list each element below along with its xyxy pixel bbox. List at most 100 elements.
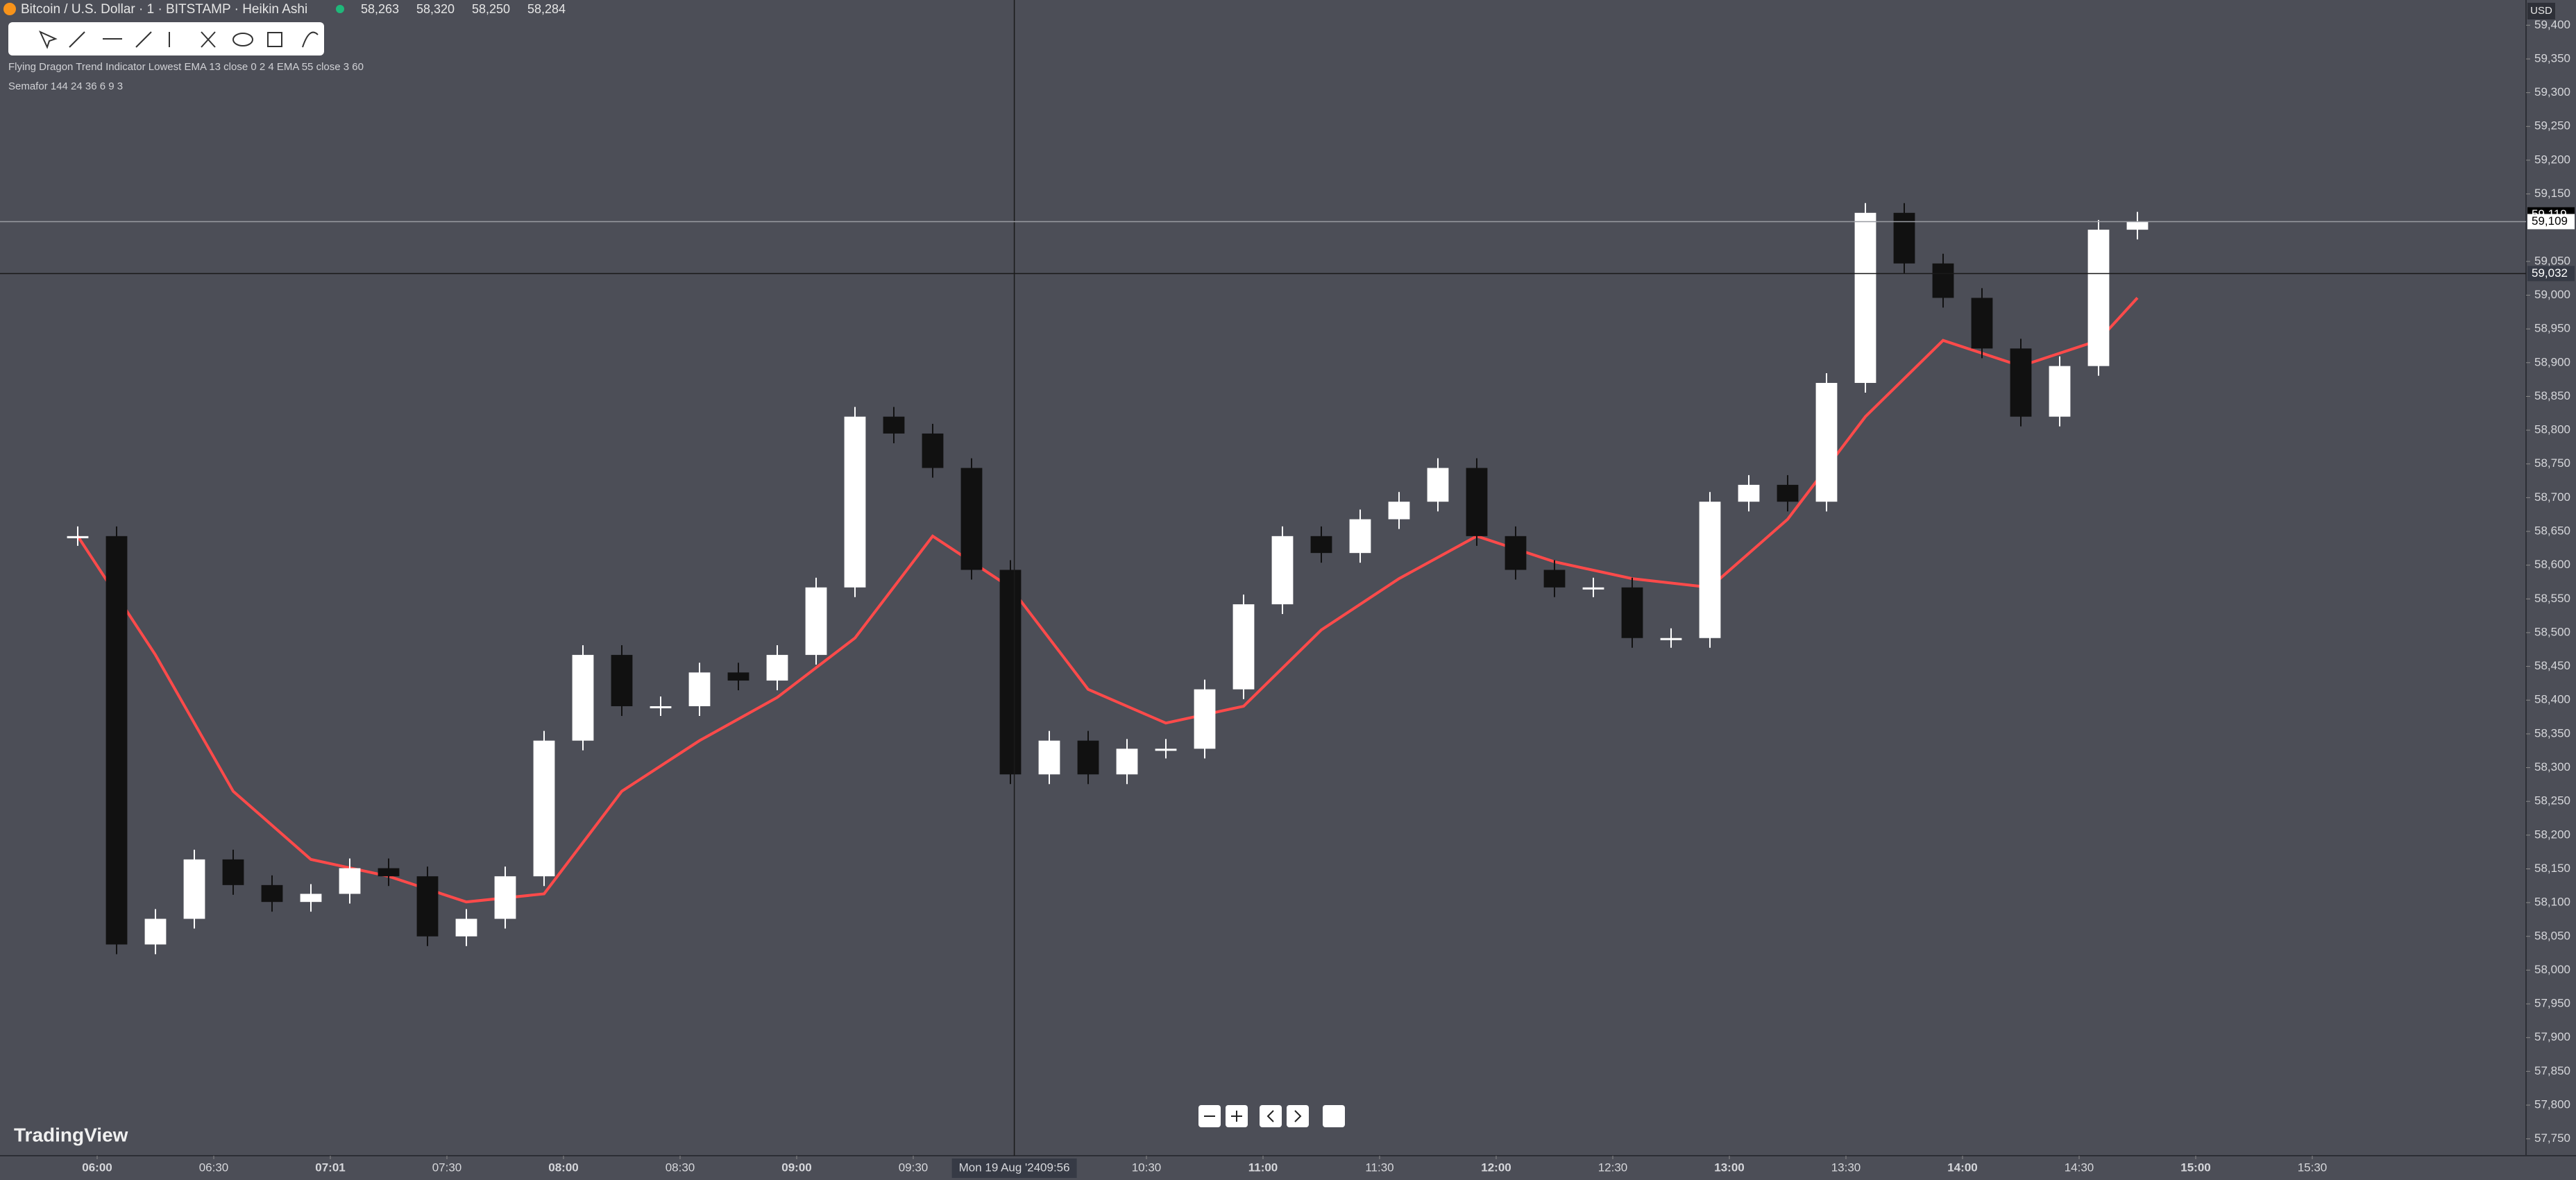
x-tick-label: 07:01 (315, 1161, 345, 1174)
candle (222, 859, 244, 885)
crosshair-time-box (951, 1158, 1077, 1178)
zoom-controls (1198, 1105, 1345, 1127)
x-tick-label: 08:00 (548, 1161, 578, 1174)
indicator-legend[interactable]: Flying Dragon Trend Indicator Lowest EMA… (8, 61, 364, 73)
candle (1077, 740, 1099, 775)
candle (1893, 212, 1915, 264)
candle (1232, 604, 1255, 690)
y-tick-label: 58,050 (2534, 929, 2570, 942)
candle (1621, 587, 1643, 638)
y-tick-label: 58,550 (2534, 592, 2570, 605)
x-tick-label: 09:30 (899, 1161, 929, 1174)
y-tick-label: 59,250 (2534, 119, 2570, 132)
candle (1349, 519, 1371, 554)
x-tick-label: 14:30 (2065, 1161, 2094, 1174)
y-tick-label: 59,000 (2534, 288, 2570, 301)
y-tick-label: 58,700 (2534, 490, 2570, 504)
y-tick-label: 58,200 (2534, 828, 2570, 841)
candle (1815, 382, 1838, 502)
candle (1466, 468, 1488, 536)
y-tick-label: 59,200 (2534, 153, 2570, 166)
candle (455, 918, 477, 937)
y-tick-label: 58,900 (2534, 355, 2570, 368)
candle (1971, 298, 1993, 349)
candle (1271, 536, 1294, 605)
candle (416, 876, 439, 937)
price-label: 59,032 (2532, 266, 2568, 280)
symbol-icon (3, 3, 16, 15)
x-tick-label: 08:30 (666, 1161, 695, 1174)
candle (999, 570, 1022, 775)
price-label-box (2527, 266, 2575, 282)
y-tick-label: 58,500 (2534, 625, 2570, 638)
candle (2049, 366, 2071, 417)
candle (1155, 749, 1177, 751)
price-label: 59,109 (2532, 214, 2568, 228)
candle (1038, 740, 1060, 775)
x-tick-label: 07:30 (432, 1161, 462, 1174)
reset[interactable] (1323, 1105, 1345, 1127)
market-status (336, 5, 344, 13)
candle (144, 918, 167, 945)
candle (1660, 638, 1682, 640)
candle (1854, 212, 1876, 383)
x-tick-label: 11:00 (1248, 1161, 1278, 1174)
brand: TradingView (14, 1124, 128, 1145)
candle (533, 740, 555, 877)
scroll-left[interactable] (1260, 1105, 1282, 1127)
y-tick-label: 58,250 (2534, 794, 2570, 807)
x-tick-label: 13:00 (1714, 1161, 1744, 1174)
candle (883, 416, 905, 434)
toolbar-icons (38, 30, 319, 49)
candle (1777, 484, 1799, 502)
candle (1738, 484, 1760, 502)
y-tick-label: 58,300 (2534, 760, 2570, 773)
candle (105, 536, 128, 945)
drawing-toolbar[interactable] (8, 22, 324, 55)
ohlc-high: 58,320 (416, 2, 455, 16)
x-tick-label: 15:30 (2298, 1161, 2328, 1174)
candle (494, 876, 516, 919)
ohlc-open: 58,263 (361, 2, 399, 16)
x-tick-label: 14:00 (1947, 1161, 1977, 1174)
symbol[interactable]: Bitcoin / U.S. Dollar · 1 · BITSTAMP · H… (21, 2, 307, 17)
y-tick-label: 58,800 (2534, 423, 2570, 436)
y-tick-label: 58,750 (2534, 456, 2570, 470)
y-tick-label: 58,100 (2534, 896, 2570, 909)
candle (2087, 230, 2110, 366)
y-tick-label: 59,350 (2534, 51, 2570, 65)
currency[interactable]: USD (2530, 5, 2552, 17)
crosshair-date: Mon 19 Aug '24 (959, 1161, 1041, 1174)
candle (1699, 502, 1721, 638)
y-tick-label: 58,350 (2534, 726, 2570, 739)
x-tick-label: 12:30 (1598, 1161, 1628, 1174)
indicator-legend[interactable]: Semafor 144 24 36 6 9 3 (8, 80, 123, 92)
y-tick-label: 58,400 (2534, 693, 2570, 706)
candle (183, 859, 205, 919)
x-tick-label: 06:00 (82, 1161, 112, 1174)
candle (1932, 263, 1954, 298)
y-tick-label: 57,800 (2534, 1098, 2570, 1111)
scroll-right[interactable] (1287, 1105, 1309, 1127)
y-tick-label: 59,300 (2534, 85, 2570, 99)
candle (1505, 536, 1527, 570)
candle (572, 655, 594, 741)
y-tick-label: 57,750 (2534, 1131, 2570, 1145)
candle (1116, 749, 1138, 775)
currency-box[interactable] (2527, 3, 2555, 19)
x-tick-label: 13:30 (1831, 1161, 1861, 1174)
y-tick-label: 59,150 (2534, 187, 2570, 200)
y-tick-label: 58,650 (2534, 524, 2570, 538)
candle (1543, 570, 1566, 588)
x-tick-label: 09:00 (781, 1161, 811, 1174)
y-tick-label: 57,950 (2534, 997, 2570, 1010)
y-tick-label: 58,950 (2534, 322, 2570, 335)
y-tick-label: 57,850 (2534, 1064, 2570, 1077)
y-tick-label: 58,150 (2534, 862, 2570, 875)
x-tick-label: 12:00 (1481, 1161, 1511, 1174)
candle (766, 655, 788, 681)
candle (960, 468, 983, 570)
candle (844, 416, 866, 588)
candle (1194, 689, 1216, 749)
candle (727, 672, 749, 681)
